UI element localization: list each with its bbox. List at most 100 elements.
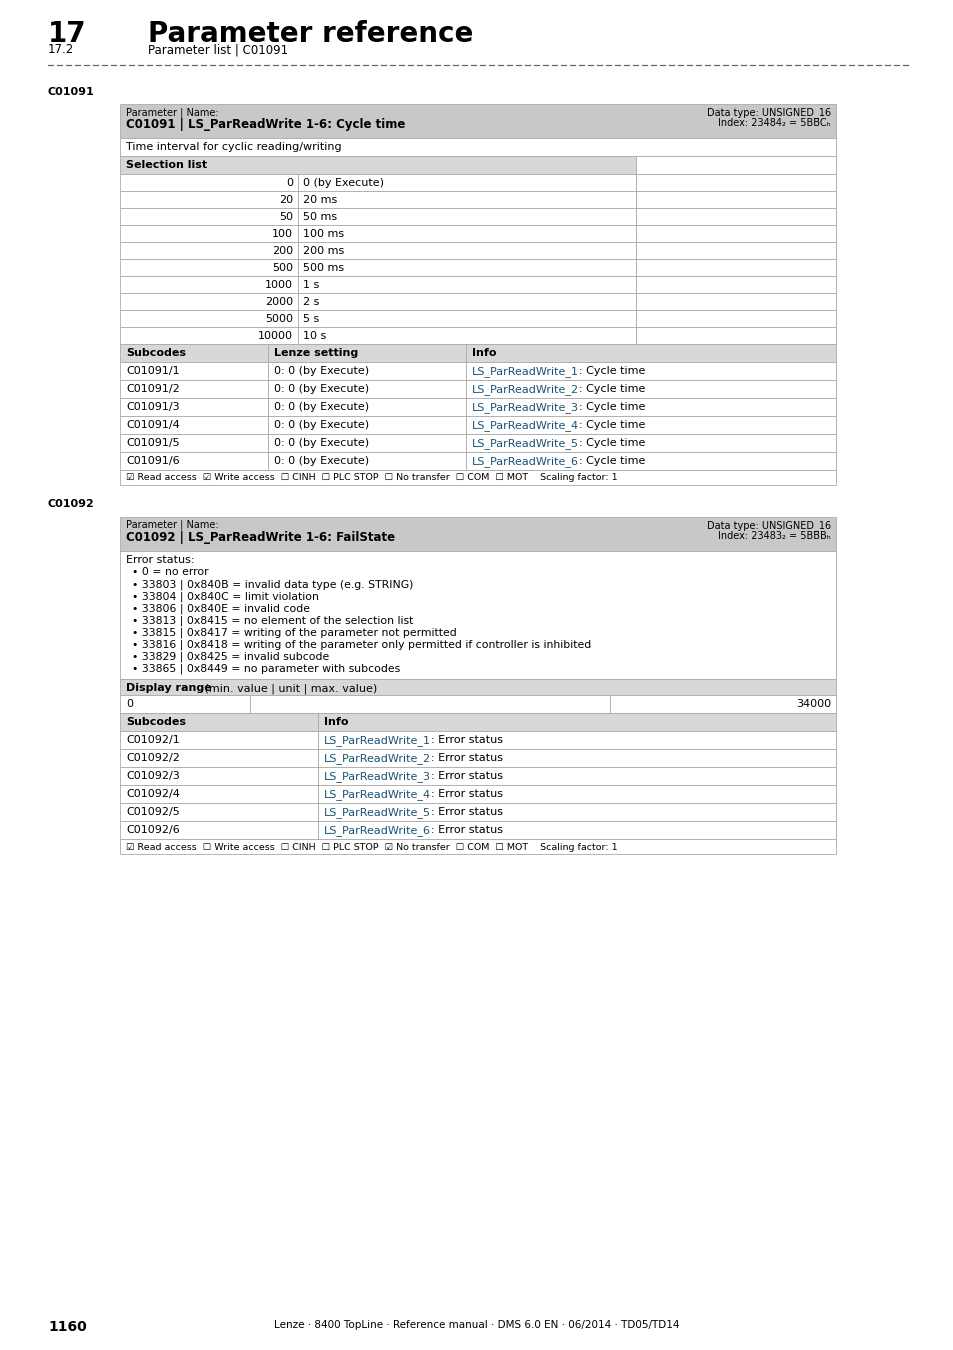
Text: (min. value | unit | max. value): (min. value | unit | max. value): [201, 683, 376, 694]
Bar: [120, 208, 297, 225]
Text: : Cycle time: : Cycle time: [578, 456, 645, 466]
Text: LS_ParReadWrite_3: LS_ParReadWrite_3: [324, 771, 431, 782]
Bar: [317, 713, 835, 730]
Bar: [120, 379, 268, 398]
Text: 2 s: 2 s: [303, 297, 319, 306]
Text: 17: 17: [48, 20, 87, 49]
Bar: [317, 749, 835, 767]
Text: 20: 20: [278, 194, 293, 205]
Bar: [268, 398, 465, 416]
Text: Parameter list | C01091: Parameter list | C01091: [148, 43, 288, 55]
Bar: [636, 259, 835, 275]
Text: 5 s: 5 s: [303, 315, 319, 324]
Text: C01092 | LS_ParReadWrite 1-6: FailState: C01092 | LS_ParReadWrite 1-6: FailState: [126, 531, 395, 544]
Text: LS_ParReadWrite_4: LS_ParReadWrite_4: [472, 420, 578, 431]
Bar: [297, 293, 636, 310]
Bar: [120, 275, 297, 293]
Text: C01092/4: C01092/4: [126, 788, 180, 799]
Bar: [268, 452, 465, 470]
Bar: [120, 138, 835, 157]
Text: • 33815 | 0x8417 = writing of the parameter not permitted: • 33815 | 0x8417 = writing of the parame…: [132, 626, 456, 637]
Bar: [120, 433, 268, 452]
Bar: [636, 225, 835, 242]
Text: 0: 0: [126, 699, 132, 709]
Text: : Cycle time: : Cycle time: [578, 437, 645, 448]
Text: 200 ms: 200 ms: [303, 246, 344, 256]
Bar: [268, 433, 465, 452]
Text: : Cycle time: : Cycle time: [578, 366, 645, 377]
Text: : Error status: : Error status: [431, 807, 502, 817]
Text: C01091 | LS_ParReadWrite 1-6: Cycle time: C01091 | LS_ParReadWrite 1-6: Cycle time: [126, 117, 405, 131]
Bar: [250, 695, 609, 713]
Bar: [268, 379, 465, 398]
Bar: [297, 208, 636, 225]
Text: Info: Info: [472, 348, 496, 358]
Bar: [120, 174, 297, 190]
Text: : Error status: : Error status: [431, 825, 502, 836]
Text: : Error status: : Error status: [431, 788, 502, 799]
Text: Lenze setting: Lenze setting: [274, 348, 358, 358]
Text: 0: 0 (by Execute): 0: 0 (by Execute): [274, 437, 369, 448]
Text: Error status:: Error status:: [126, 555, 194, 566]
Text: Selection list: Selection list: [126, 161, 207, 170]
Bar: [465, 379, 835, 398]
Text: LS_ParReadWrite_1: LS_ParReadWrite_1: [324, 734, 431, 747]
Bar: [317, 767, 835, 784]
Bar: [465, 344, 835, 362]
Text: LS_ParReadWrite_5: LS_ParReadWrite_5: [472, 437, 578, 450]
Bar: [120, 713, 317, 730]
Bar: [120, 293, 297, 310]
Text: C01091/6: C01091/6: [126, 456, 179, 466]
Bar: [120, 242, 297, 259]
Text: 200: 200: [272, 246, 293, 256]
Text: C01091/2: C01091/2: [126, 383, 179, 394]
Text: 2000: 2000: [265, 297, 293, 306]
Text: LS_ParReadWrite_4: LS_ParReadWrite_4: [324, 788, 431, 801]
Text: : Error status: : Error status: [431, 734, 502, 745]
Bar: [120, 838, 835, 855]
Bar: [120, 362, 268, 379]
Bar: [636, 242, 835, 259]
Text: 20 ms: 20 ms: [303, 194, 337, 205]
Text: : Error status: : Error status: [431, 753, 502, 763]
Text: Subcodes: Subcodes: [126, 348, 186, 358]
Bar: [297, 242, 636, 259]
Bar: [297, 190, 636, 208]
Text: Lenze · 8400 TopLine · Reference manual · DMS 6.0 EN · 06/2014 · TD05/TD14: Lenze · 8400 TopLine · Reference manual …: [274, 1320, 679, 1330]
Text: • 33803 | 0x840B = invalid data type (e.g. STRING): • 33803 | 0x840B = invalid data type (e.…: [132, 579, 413, 590]
Bar: [120, 551, 835, 679]
Text: LS_ParReadWrite_6: LS_ParReadWrite_6: [472, 456, 578, 467]
Text: 0: 0 (by Execute): 0: 0 (by Execute): [274, 402, 369, 412]
Bar: [120, 259, 297, 275]
Text: : Cycle time: : Cycle time: [578, 383, 645, 394]
Bar: [297, 225, 636, 242]
Text: : Cycle time: : Cycle time: [578, 420, 645, 431]
Text: 500 ms: 500 ms: [303, 263, 344, 273]
Bar: [465, 398, 835, 416]
Text: C01091: C01091: [48, 86, 94, 97]
Bar: [120, 225, 297, 242]
Text: 17.2: 17.2: [48, 43, 74, 55]
Bar: [636, 208, 835, 225]
Text: 5000: 5000: [265, 315, 293, 324]
Text: Data type: UNSIGNED_16: Data type: UNSIGNED_16: [706, 520, 830, 531]
Bar: [120, 190, 297, 208]
Text: C01092/3: C01092/3: [126, 771, 179, 782]
Text: • 33829 | 0x8425 = invalid subcode: • 33829 | 0x8425 = invalid subcode: [132, 651, 329, 661]
Bar: [636, 174, 835, 190]
Bar: [636, 310, 835, 327]
Text: C01091/5: C01091/5: [126, 437, 179, 448]
Bar: [636, 275, 835, 293]
Text: Parameter | Name:: Parameter | Name:: [126, 107, 218, 117]
Bar: [317, 730, 835, 749]
Text: 34000: 34000: [795, 699, 830, 709]
Bar: [268, 344, 465, 362]
Text: : Cycle time: : Cycle time: [578, 402, 645, 412]
Text: 100 ms: 100 ms: [303, 230, 344, 239]
Bar: [120, 679, 835, 695]
Bar: [297, 259, 636, 275]
Text: 10000: 10000: [257, 331, 293, 342]
Text: 0: 0 (by Execute): 0: 0 (by Execute): [274, 383, 369, 394]
Text: 0 (by Execute): 0 (by Execute): [303, 178, 384, 188]
Text: 1000: 1000: [265, 279, 293, 290]
